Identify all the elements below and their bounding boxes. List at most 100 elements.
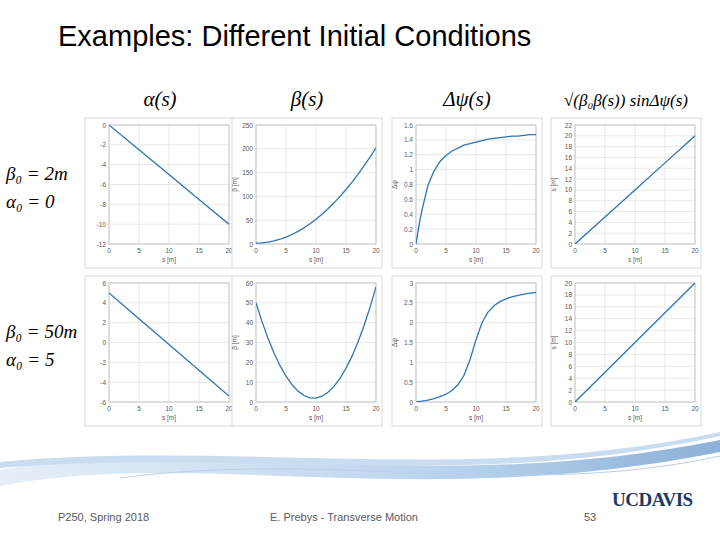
chart-frame (392, 276, 542, 426)
chart: 00.20.40.60.811.21.41.605101520s [m]Δψ (391, 118, 542, 268)
y-axis-label: s [m] (550, 177, 558, 191)
grid-line (139, 283, 140, 402)
grid-line (605, 283, 606, 402)
data-line (416, 292, 536, 402)
grid-line (506, 125, 507, 244)
y-tick-label: 10 (565, 186, 573, 193)
y-tick-label: 0 (249, 399, 253, 406)
y-tick-label: 100 (242, 193, 253, 200)
x-tick-label: 0 (254, 247, 258, 254)
plot-frame (109, 125, 229, 244)
y-tick-label: 50 (246, 217, 254, 224)
row-label: α₀ = 5 (6, 349, 54, 370)
swoosh (0, 432, 720, 468)
plot-frame (575, 283, 695, 402)
y-axis-label: Δψ (391, 338, 399, 347)
y-tick-label: 2 (409, 319, 413, 326)
chart: 00.511.522.5305101520s [m]Δψ (391, 276, 542, 426)
y-tick-label: -8 (100, 201, 106, 208)
x-tick-label: 15 (195, 405, 203, 412)
y-tick-label: 4 (568, 219, 572, 226)
x-tick-label: 5 (284, 247, 288, 254)
x-tick-label: 10 (312, 247, 320, 254)
y-tick-label: 0.4 (404, 211, 413, 218)
y-tick-label: 8 (568, 197, 572, 204)
data-line (256, 287, 376, 398)
x-axis-label: s [m] (309, 256, 323, 264)
y-tick-label: -12 (97, 241, 107, 248)
x-tick-label: 20 (691, 247, 699, 254)
y-tick-label: 6 (568, 208, 572, 215)
x-axis-label: s [m] (628, 414, 642, 422)
x-tick-label: 15 (342, 405, 350, 412)
y-tick-label: -6 (100, 181, 106, 188)
row-label: β₀ = 2m (5, 163, 68, 184)
grid-line (506, 283, 507, 402)
page-number: 53 (584, 511, 596, 523)
y-tick-label: 2 (568, 230, 572, 237)
x-tick-label: 10 (472, 247, 480, 254)
y-tick-label: 3 (409, 280, 413, 287)
y-tick-label: 0 (249, 241, 253, 248)
y-axis-label: s [m] (550, 335, 558, 349)
y-tick-label: 1.2 (404, 151, 413, 158)
data-group (575, 136, 695, 244)
y-tick-label: 40 (246, 319, 254, 326)
y-tick-label: 1.5 (404, 339, 413, 346)
x-tick-label: 10 (631, 247, 639, 254)
y-tick-label: 4 (568, 375, 572, 382)
y-axis-label: Δψ (391, 180, 399, 189)
chart: -6-4-2024605101520s [m] (85, 276, 235, 426)
y-tick-label: 30 (246, 339, 254, 346)
x-tick-label: 5 (603, 405, 607, 412)
x-tick-label: 0 (414, 405, 418, 412)
y-tick-label: 1.4 (404, 136, 413, 143)
data-line (109, 125, 229, 224)
plot-frame (416, 283, 536, 402)
data-group (416, 292, 536, 402)
x-tick-label: 20 (372, 247, 380, 254)
x-axis-label: s [m] (469, 414, 483, 422)
grid-line (635, 125, 636, 244)
x-tick-label: 5 (603, 247, 607, 254)
slide: Examples: Different Initial Conditionsα(… (0, 0, 720, 540)
row-label: β₀ = 50m (5, 321, 77, 342)
chart: -12-10-8-6-4-2005101520s [m] (85, 118, 235, 268)
y-tick-label: 16 (565, 154, 573, 161)
chart-frame (85, 276, 235, 426)
data-line (575, 136, 695, 244)
grid-line (446, 125, 447, 244)
y-tick-label: 150 (242, 169, 253, 176)
y-tick-label: 0.6 (404, 196, 413, 203)
grid-line (346, 283, 347, 402)
data-group (256, 287, 376, 398)
y-tick-label: 16 (565, 303, 573, 310)
y-tick-label: 14 (565, 315, 573, 322)
y-tick-label: 18 (565, 143, 573, 150)
column-header: β(s) (290, 87, 324, 111)
x-tick-label: 0 (107, 247, 111, 254)
y-tick-label: 10 (565, 339, 573, 346)
data-group (416, 135, 536, 244)
y-tick-label: 20 (246, 359, 254, 366)
chart: 024681012141618202205101520s [m]s [m] (550, 118, 701, 268)
chart-frame (232, 276, 382, 426)
x-tick-label: 0 (414, 247, 418, 254)
x-axis-label: s [m] (162, 256, 176, 264)
plot-frame (256, 283, 376, 402)
grid-line (139, 125, 140, 244)
y-tick-label: 0.8 (404, 181, 413, 188)
grid-line (605, 125, 606, 244)
y-tick-label: 20 (565, 280, 573, 287)
x-tick-label: 20 (691, 405, 699, 412)
y-tick-label: 0 (568, 241, 572, 248)
grid-line (665, 283, 666, 402)
x-tick-label: 10 (472, 405, 480, 412)
column-header: √(β₀β(s)) sinΔψ(s) (564, 91, 688, 110)
x-tick-label: 0 (254, 405, 258, 412)
x-tick-label: 0 (107, 405, 111, 412)
chart-frame (551, 276, 701, 426)
y-tick-label: -6 (100, 399, 106, 406)
chart: 05010015020025005101520s [m]β [m] (231, 118, 382, 268)
x-tick-label: 20 (372, 405, 380, 412)
